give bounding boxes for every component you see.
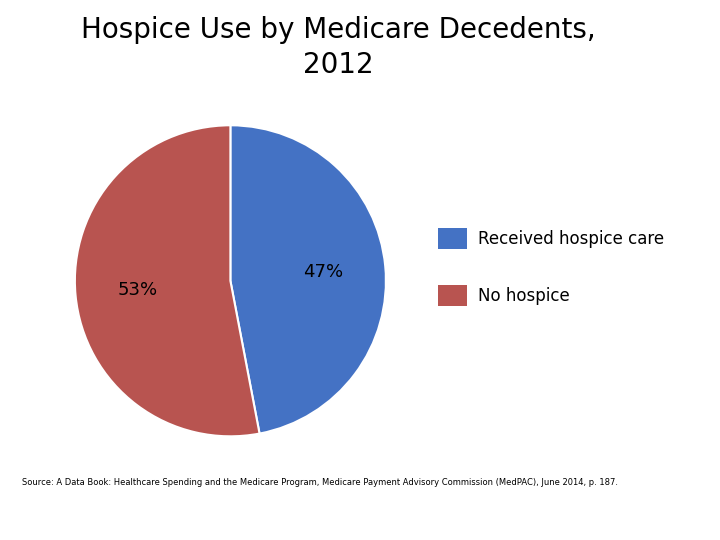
- Bar: [438, 285, 467, 306]
- Text: NHPCO Consulting Services: NHPCO Consulting Services: [279, 512, 441, 525]
- Wedge shape: [75, 125, 259, 436]
- Text: 53%: 53%: [117, 281, 158, 299]
- Text: 93: 93: [690, 512, 706, 525]
- Text: Source: A Data Book: Healthcare Spending and the Medicare Program, Medicare Paym: Source: A Data Book: Healthcare Spending…: [22, 478, 618, 487]
- Text: No hospice: No hospice: [478, 287, 570, 305]
- Text: November 2014: November 2014: [14, 512, 109, 525]
- Text: Received hospice care: Received hospice care: [478, 230, 665, 247]
- Text: Hospice Use by Medicare Decedents,
2012: Hospice Use by Medicare Decedents, 2012: [81, 16, 595, 79]
- Wedge shape: [230, 125, 386, 434]
- Text: 47%: 47%: [303, 263, 343, 281]
- Bar: [438, 228, 467, 249]
